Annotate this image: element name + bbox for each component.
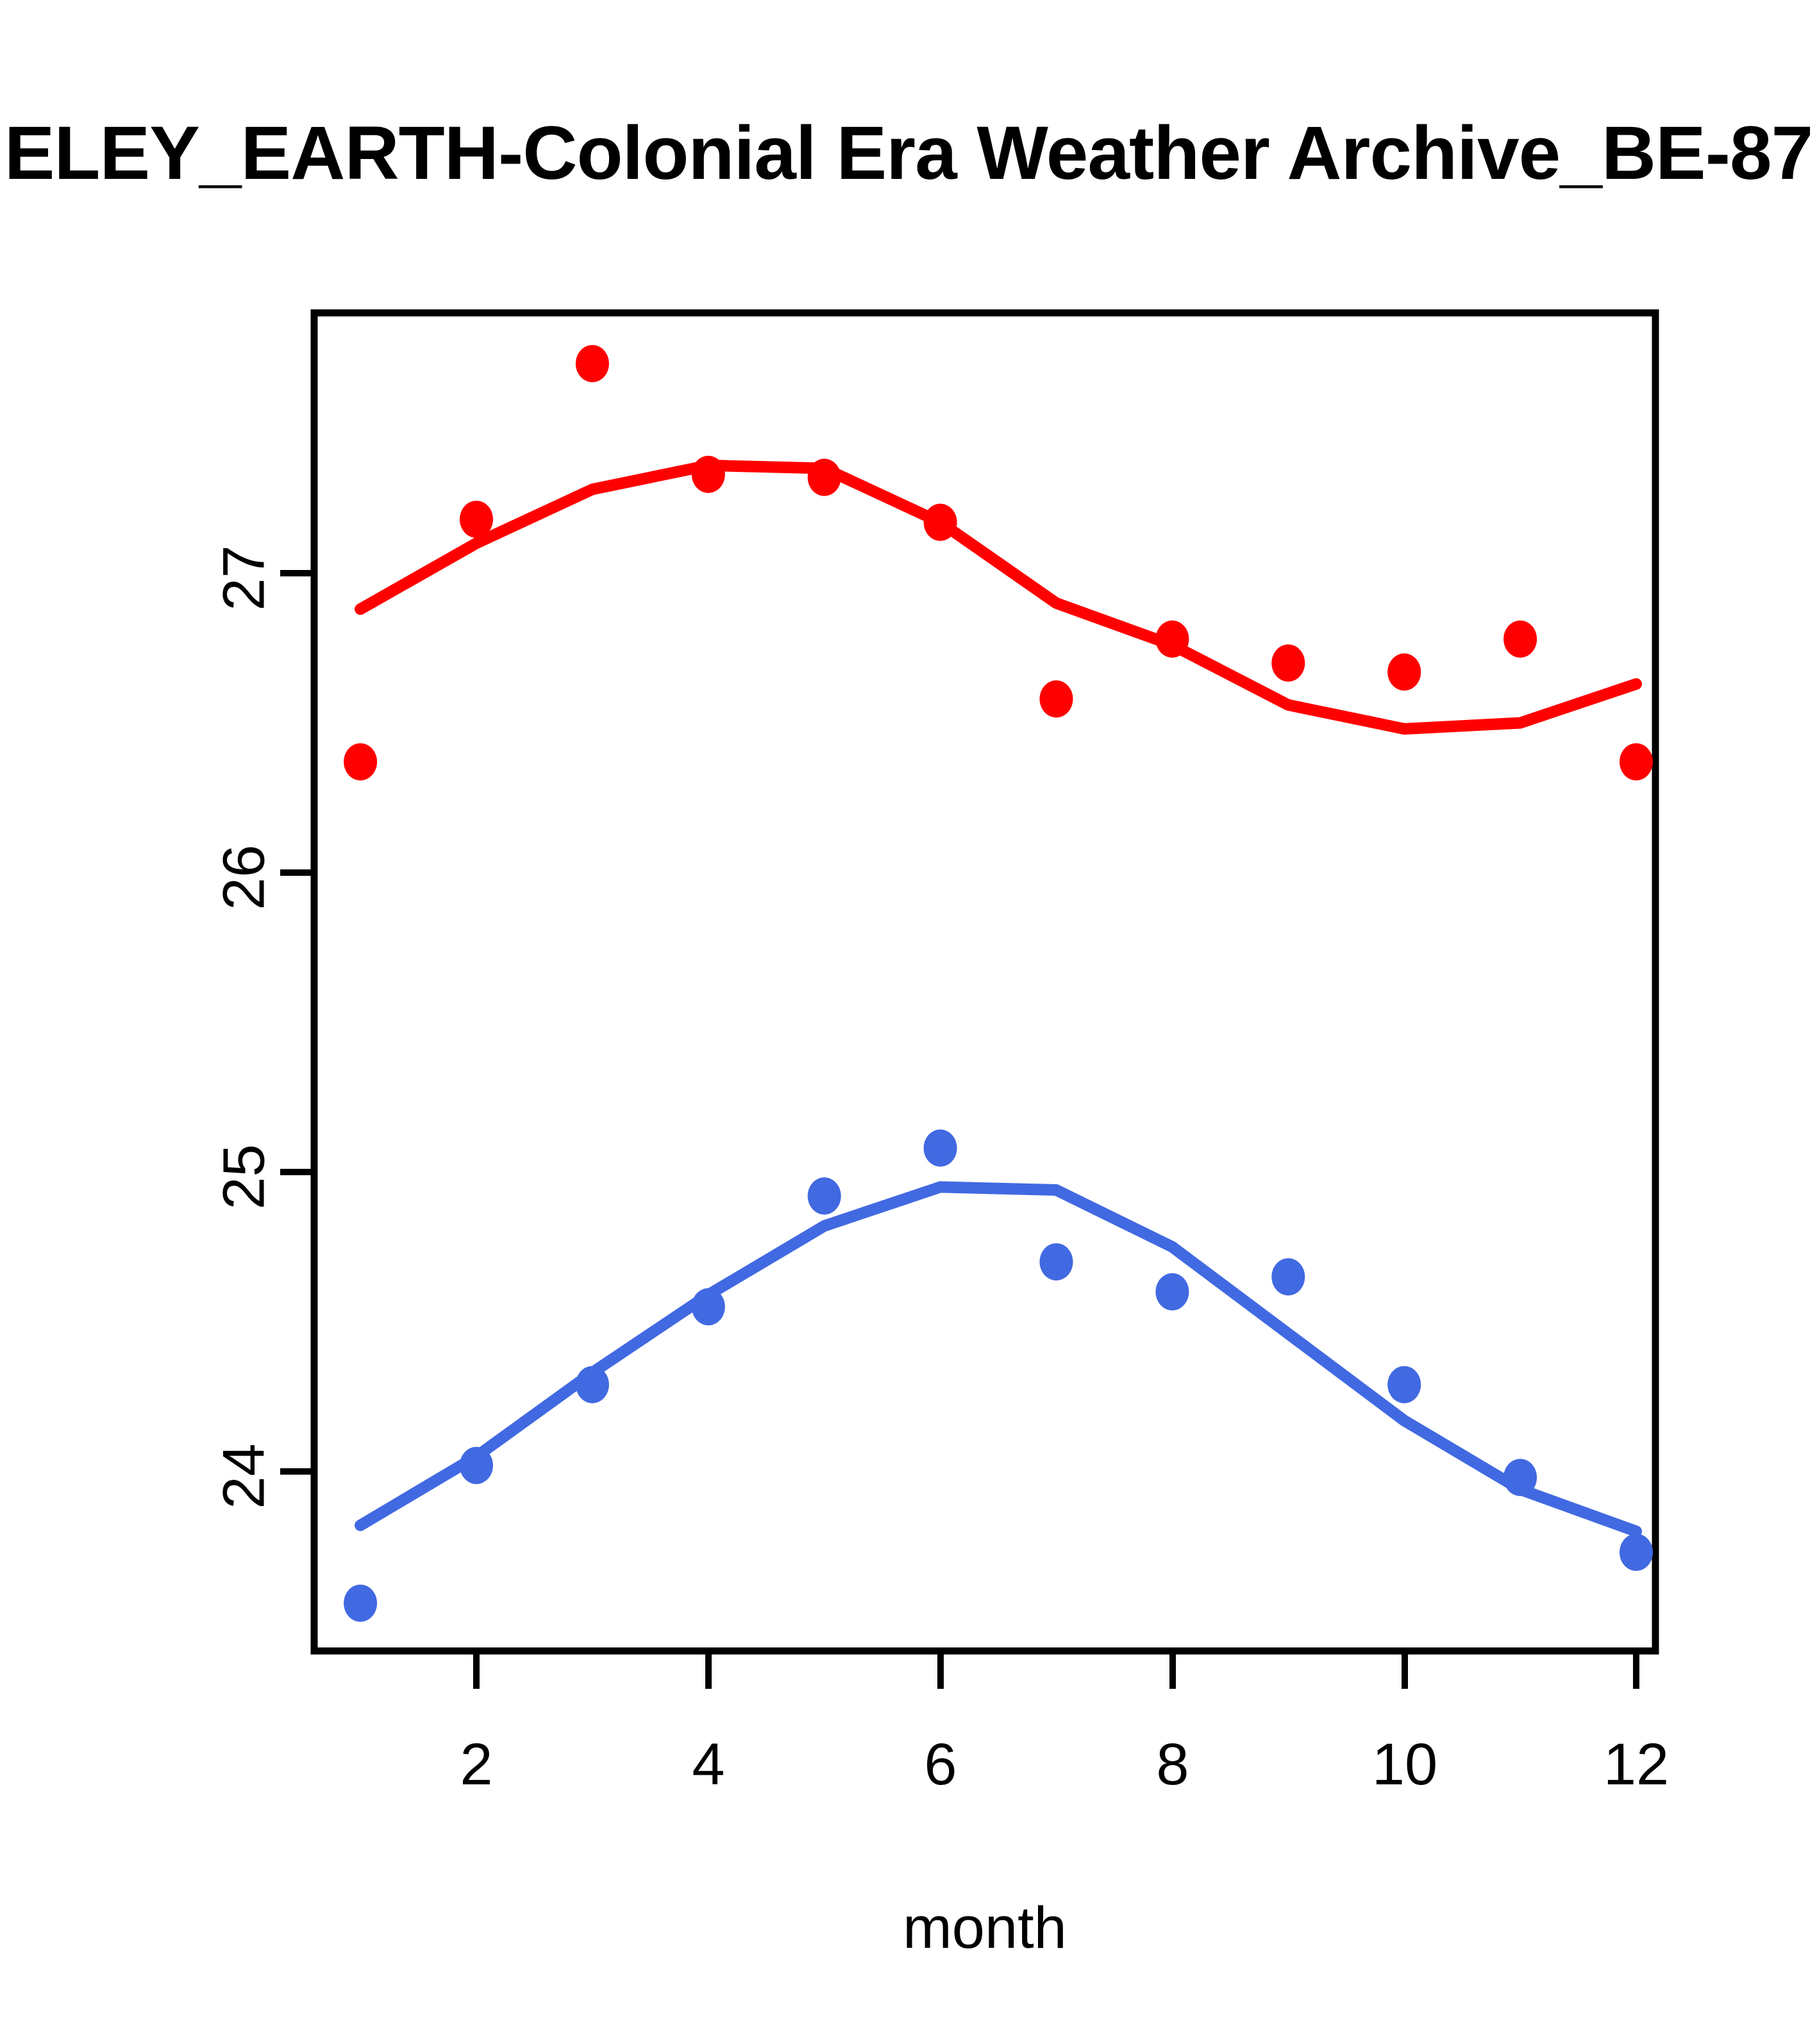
x-tick-label-4: 4 bbox=[692, 1732, 725, 1797]
x-tick-label-6: 6 bbox=[924, 1732, 957, 1797]
max-temperature-point bbox=[344, 743, 378, 781]
y-tick-label-26: 26 bbox=[211, 844, 277, 910]
x-tick-label-12: 12 bbox=[1603, 1732, 1670, 1797]
min-temperature-point bbox=[1387, 1366, 1421, 1403]
page-title: ELEY_EARTH-Colonial Era Weather Archive_… bbox=[4, 111, 1814, 196]
max-temperature-point bbox=[923, 503, 957, 541]
x-tick-label-8: 8 bbox=[1156, 1732, 1189, 1797]
x-tick-label-10: 10 bbox=[1371, 1732, 1438, 1797]
min-temperature-point bbox=[1503, 1459, 1537, 1496]
max-temperature-point bbox=[1155, 620, 1189, 658]
max-temperature-point bbox=[1039, 680, 1073, 718]
max-temperature-point bbox=[460, 500, 493, 538]
min-temperature-trend-line bbox=[355, 1181, 1642, 1537]
min-temperature-point bbox=[923, 1129, 957, 1167]
min-temperature-point bbox=[460, 1446, 493, 1484]
max-temperature-point bbox=[1503, 620, 1537, 658]
y-tick-label-27: 27 bbox=[211, 545, 277, 611]
min-temperature-point bbox=[575, 1366, 609, 1403]
y-tick-label-24: 24 bbox=[211, 1443, 277, 1509]
max-temperature-point bbox=[575, 345, 609, 383]
min-temperature-point bbox=[344, 1584, 378, 1622]
max-temperature-point bbox=[1620, 743, 1653, 781]
min-temperature-point bbox=[1155, 1273, 1189, 1311]
max-temperature-point bbox=[691, 455, 725, 493]
x-axis-title: month bbox=[903, 1895, 1067, 1961]
min-temperature-point bbox=[1039, 1243, 1073, 1281]
min-temperature-point bbox=[807, 1177, 841, 1215]
min-temperature-point bbox=[1620, 1534, 1653, 1571]
min-temperature-point bbox=[691, 1288, 725, 1326]
max-temperature-trend-line bbox=[355, 459, 1642, 735]
max-temperature-point bbox=[807, 458, 841, 496]
plot-frame bbox=[310, 309, 1659, 1655]
y-axis-ticks bbox=[280, 570, 314, 1475]
data-series-layer bbox=[344, 345, 1653, 1622]
min-temperature-point bbox=[1271, 1258, 1305, 1296]
max-temperature-point bbox=[1387, 653, 1421, 691]
x-tick-label-2: 2 bbox=[460, 1732, 493, 1797]
x-axis-ticks bbox=[473, 1651, 1639, 1689]
y-tick-label-25: 25 bbox=[211, 1144, 277, 1210]
max-temperature-point bbox=[1271, 644, 1305, 682]
